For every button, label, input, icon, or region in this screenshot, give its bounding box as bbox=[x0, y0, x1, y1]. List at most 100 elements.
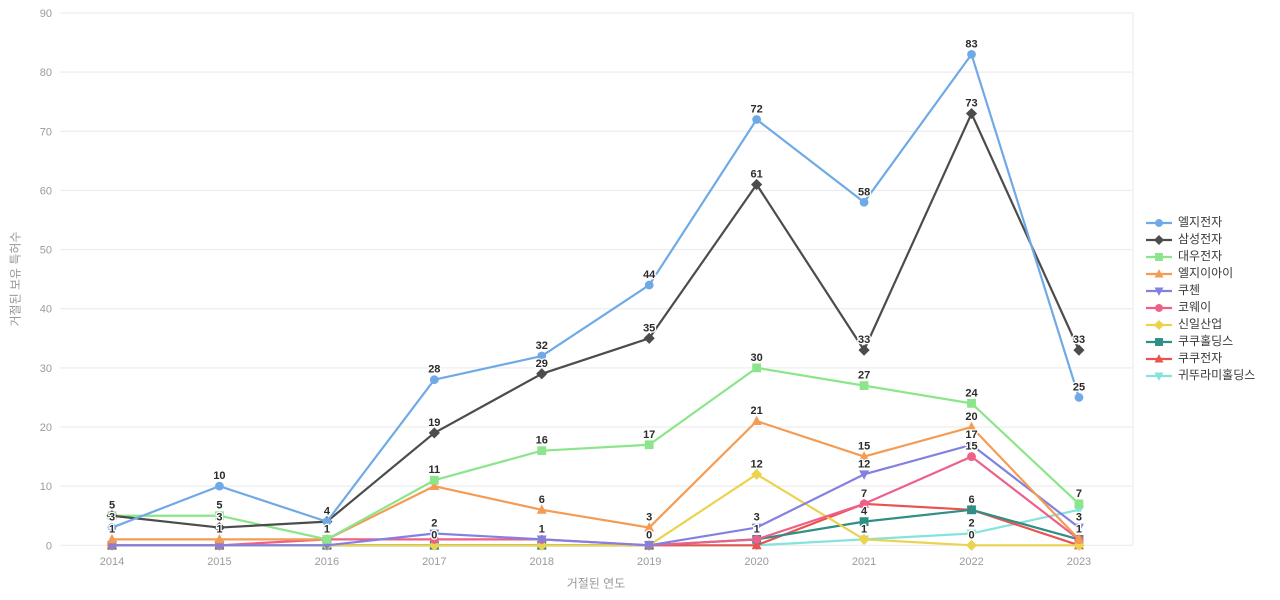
x-tick-label: 2021 bbox=[852, 556, 876, 568]
data-label: 6 bbox=[539, 494, 545, 506]
legend-item-0[interactable]: 엘지전자 bbox=[1146, 216, 1255, 229]
data-label: 0 bbox=[968, 529, 974, 541]
data-point[interactable] bbox=[214, 541, 225, 551]
data-label: 0 bbox=[646, 529, 652, 541]
data-point[interactable] bbox=[967, 50, 976, 59]
data-point[interactable] bbox=[644, 541, 655, 551]
legend-item-6[interactable]: 신일산업 bbox=[1146, 318, 1255, 331]
data-point[interactable] bbox=[429, 475, 439, 485]
data-point[interactable] bbox=[215, 481, 224, 491]
data-point[interactable] bbox=[322, 517, 332, 527]
data-point[interactable] bbox=[106, 510, 118, 522]
data-point[interactable] bbox=[859, 197, 869, 207]
legend-item-5[interactable]: 코웨이 bbox=[1146, 301, 1255, 314]
data-point[interactable] bbox=[1074, 499, 1084, 509]
legend-marker-icon bbox=[1146, 286, 1172, 296]
data-label: 33 bbox=[858, 334, 870, 346]
data-point[interactable] bbox=[107, 541, 117, 551]
legend-item-8[interactable]: 쿠쿠전자 bbox=[1146, 352, 1255, 365]
data-point[interactable] bbox=[429, 534, 439, 544]
data-point[interactable] bbox=[536, 535, 547, 545]
legend-label: 쿠첸 bbox=[1178, 283, 1201, 297]
data-point[interactable] bbox=[643, 332, 655, 344]
series-line-1 bbox=[110, 112, 1081, 529]
data-point[interactable] bbox=[429, 529, 440, 539]
data-labels: 5311053141281911203229166144351730726130… bbox=[108, 37, 1087, 542]
data-point[interactable] bbox=[752, 115, 762, 124]
data-point[interactable] bbox=[966, 440, 977, 451]
data-point[interactable] bbox=[859, 499, 869, 509]
data-label: 29 bbox=[536, 358, 548, 370]
data-label: 1 bbox=[861, 523, 867, 535]
data-point[interactable] bbox=[859, 517, 869, 527]
data-label: 30 bbox=[751, 352, 763, 364]
data-label: 1 bbox=[324, 523, 330, 535]
data-point[interactable] bbox=[751, 523, 762, 533]
data-point[interactable] bbox=[107, 523, 117, 532]
series-line-4 bbox=[110, 443, 1081, 547]
data-point[interactable] bbox=[213, 521, 226, 534]
data-point[interactable] bbox=[858, 533, 870, 545]
data-point[interactable] bbox=[752, 534, 762, 544]
x-tick-label: 2022 bbox=[959, 556, 983, 568]
data-point[interactable] bbox=[965, 107, 978, 120]
data-point[interactable] bbox=[1073, 344, 1085, 356]
data-point[interactable] bbox=[214, 533, 225, 544]
legend-item-4[interactable]: 쿠첸 bbox=[1146, 284, 1255, 297]
data-point[interactable] bbox=[644, 522, 655, 532]
data-label: 4 bbox=[324, 506, 331, 518]
data-point[interactable] bbox=[536, 504, 547, 514]
data-point[interactable] bbox=[967, 452, 976, 461]
data-point[interactable] bbox=[858, 344, 870, 356]
data-point[interactable] bbox=[644, 440, 654, 450]
data-label: 3 bbox=[109, 512, 115, 524]
data-point[interactable] bbox=[428, 427, 440, 439]
data-label: 72 bbox=[751, 103, 763, 115]
data-point[interactable] bbox=[537, 446, 547, 456]
legend-marker-icon bbox=[1146, 303, 1172, 312]
data-point[interactable] bbox=[751, 178, 763, 191]
legend-marker-icon bbox=[1146, 218, 1172, 227]
y-tick-label: 60 bbox=[40, 185, 52, 197]
data-point[interactable] bbox=[429, 480, 440, 491]
data-point[interactable] bbox=[537, 351, 547, 361]
legend-item-3[interactable]: 엘지이아이 bbox=[1146, 267, 1255, 280]
data-point[interactable] bbox=[644, 280, 654, 290]
data-point[interactable] bbox=[859, 470, 870, 480]
legend-label: 신일산업 bbox=[1178, 317, 1223, 331]
data-point[interactable] bbox=[1073, 533, 1084, 544]
data-point[interactable] bbox=[751, 468, 763, 480]
data-point[interactable] bbox=[751, 415, 762, 425]
data-point[interactable] bbox=[859, 381, 869, 391]
data-point[interactable] bbox=[966, 529, 977, 539]
legend-label: 귀뚜라미홀딩스 bbox=[1178, 368, 1256, 382]
data-point[interactable] bbox=[429, 375, 439, 385]
data-point[interactable] bbox=[967, 505, 976, 515]
series-line-0 bbox=[110, 53, 1081, 529]
y-tick-label: 20 bbox=[40, 422, 52, 434]
data-point[interactable] bbox=[752, 363, 762, 373]
legend-item-9[interactable]: 귀뚜라미홀딩스 bbox=[1146, 369, 1255, 382]
y-tick-label: 10 bbox=[40, 481, 52, 493]
data-point[interactable] bbox=[215, 511, 224, 521]
data-point[interactable] bbox=[107, 533, 117, 544]
legend-marker-icon bbox=[1146, 234, 1172, 245]
data-point[interactable] bbox=[322, 534, 332, 544]
data-point[interactable] bbox=[859, 451, 870, 461]
data-point[interactable] bbox=[751, 539, 762, 550]
data-point[interactable] bbox=[1073, 523, 1084, 533]
data-point[interactable] bbox=[536, 368, 548, 380]
data-label: 21 bbox=[751, 405, 763, 417]
legend-item-2[interactable]: 대우전자 bbox=[1146, 250, 1255, 263]
data-point[interactable] bbox=[965, 539, 978, 551]
legend-item-1[interactable]: 삼성전자 bbox=[1146, 233, 1255, 246]
data-point[interactable] bbox=[967, 398, 976, 408]
x-axis-title: 거절된 연도 bbox=[566, 576, 626, 591]
legend-item-7[interactable]: 쿠쿠홀딩스 bbox=[1146, 335, 1255, 348]
data-point[interactable] bbox=[966, 421, 977, 431]
data-label: 61 bbox=[751, 169, 763, 181]
data-label: 15 bbox=[965, 441, 977, 453]
data-point[interactable] bbox=[1074, 393, 1084, 402]
